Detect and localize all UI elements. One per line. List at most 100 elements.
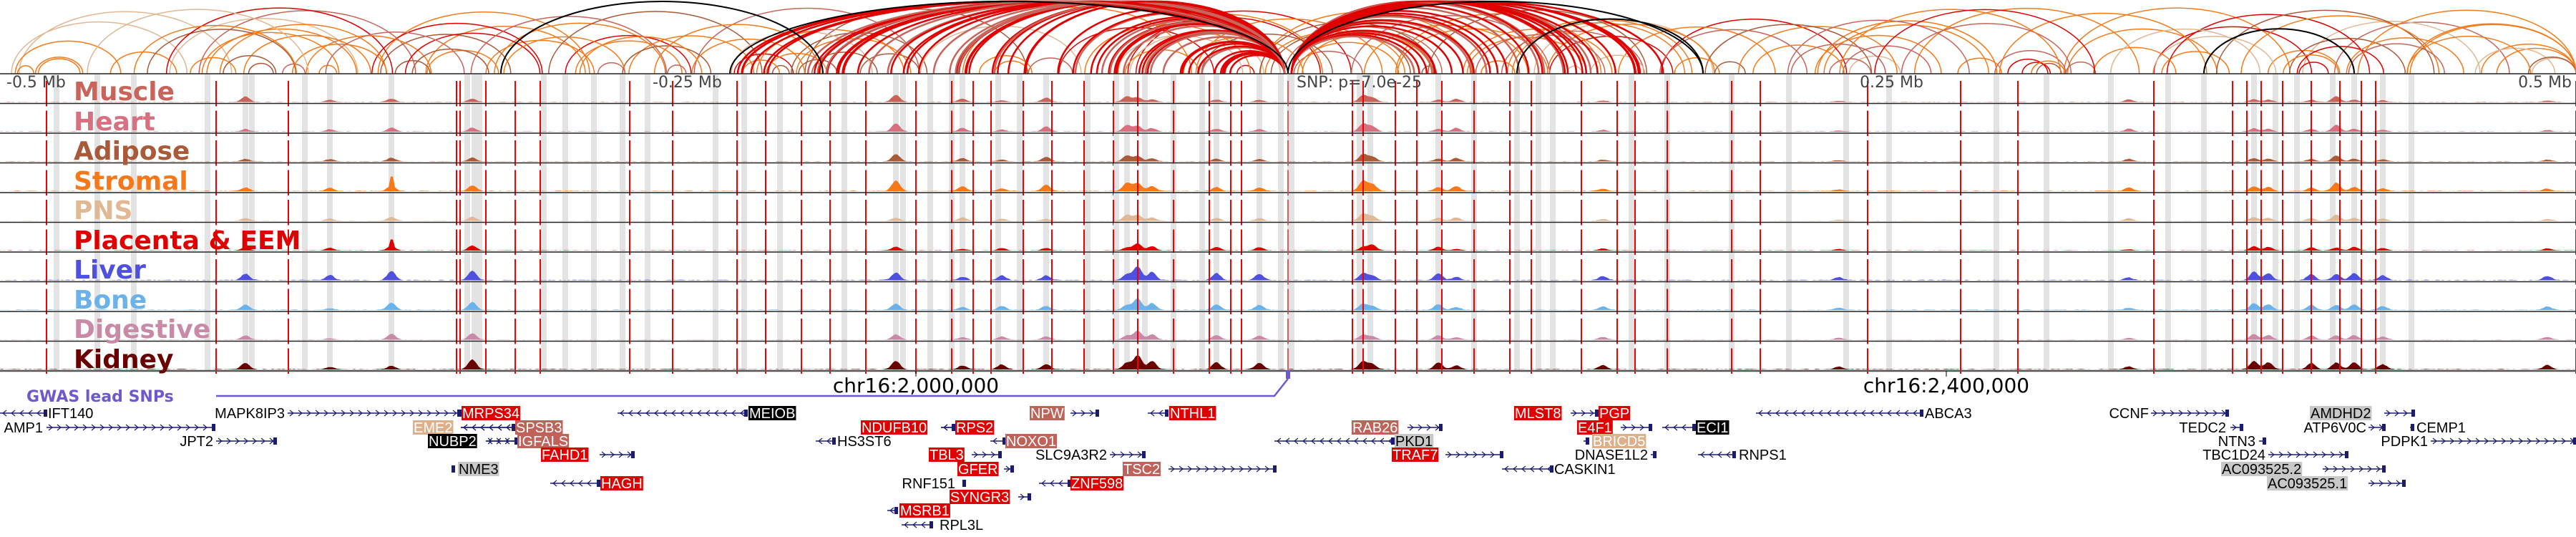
highlight-band [1278, 193, 1284, 222]
strand-arrow-right-icon [82, 424, 87, 431]
highlight-band [2108, 312, 2114, 341]
gene-ccnf[interactable]: CCNF [2109, 406, 2229, 422]
gene-rnps1[interactable]: RNPS1 [1698, 448, 1787, 463]
gene-mapk8ip3[interactable]: MAPK8IP3 [215, 406, 461, 422]
strand-arrow-right-icon [1221, 465, 1226, 473]
highlight-band [1257, 223, 1262, 251]
highlight-band [2380, 312, 2386, 341]
gene-meiob[interactable]: MEIOB [618, 406, 796, 422]
gene-amdhd2[interactable]: AMDHD2 [2310, 406, 2415, 422]
gene-tbl3[interactable]: TBL3 [929, 448, 1002, 463]
gene-abca3[interactable]: ABCA3 [1756, 406, 1972, 422]
highlight-band [1357, 282, 1362, 311]
gene-rpl3l[interactable]: RPL3L [902, 518, 983, 533]
gene-mrps34[interactable]: MRPS34 [458, 406, 521, 422]
strand-arrow-right-icon [1490, 451, 1495, 458]
gene-nme3[interactable]: NME3 [452, 462, 499, 478]
loop-arc [1297, 42, 1400, 74]
gene-hs3st6[interactable]: HS3ST6 [816, 434, 892, 450]
gene-atp6v0c[interactable]: ATP6V0C [2304, 420, 2386, 436]
highlight-band [249, 74, 255, 103]
highlight-band [1994, 163, 1999, 192]
gene-msrb1[interactable]: MSRB1 [887, 503, 950, 519]
gene-bricd5[interactable]: BRICD5 [1584, 434, 1646, 450]
strand-arrow-left-icon [1682, 424, 1687, 431]
highlight-band [893, 193, 899, 222]
strand-arrow-right-icon [2484, 437, 2489, 445]
gene-dnase1l2[interactable]: DNASE1L2 [1575, 448, 1657, 463]
gene-tedc2[interactable]: TEDC2 [2179, 420, 2243, 436]
gene-label: HAGH [601, 476, 643, 492]
highlight-band [2273, 342, 2278, 370]
gene-tbc1d24[interactable]: TBC1D24 [2202, 448, 2348, 463]
gwas-lead-snp-marker[interactable] [1286, 370, 1290, 379]
gene-hagh[interactable]: HAGH [550, 476, 643, 492]
gene-eci1[interactable]: ECI1 [1662, 420, 1729, 436]
highlight-band [2330, 282, 2336, 311]
gene-ntn3[interactable]: NTN3 [2218, 434, 2266, 450]
highlight-band [1124, 342, 1130, 370]
gene-igfals[interactable]: IGFALS [486, 434, 570, 450]
highlight-band [472, 74, 477, 103]
highlight-band [1435, 163, 1441, 192]
highlight-band [927, 312, 933, 341]
gene-rps2[interactable]: RPS2 [941, 420, 995, 436]
gene-noxo1[interactable]: NOXO1 [990, 434, 1058, 450]
gene-ac093525-2[interactable]: AC093525.2 [2221, 462, 2386, 478]
gene-ift140[interactable]: IFT140 [0, 406, 93, 422]
loop-arc [500, 1, 824, 74]
loop-arc [219, 24, 387, 74]
highlight-band [302, 163, 308, 192]
highlight-band [2409, 223, 2414, 251]
gene-mlst8[interactable]: MLST8 [1514, 406, 1599, 422]
gene-jpt2[interactable]: JPT2 [180, 434, 277, 450]
strand-arrow-right-icon [134, 424, 139, 431]
strand-arrow-left-icon [1150, 410, 1155, 417]
track-pns [0, 192, 2576, 226]
highlight-band [2165, 163, 2171, 192]
loop-arc [425, 25, 586, 74]
gene-tsc2[interactable]: TSC2 [1123, 462, 1277, 478]
loop-arc [2007, 59, 2049, 74]
highlight-band [1550, 163, 1556, 192]
highlight-band [541, 163, 547, 192]
highlight-band [620, 134, 625, 163]
gene-label-box [2310, 406, 2372, 420]
gene-eme2[interactable]: EME2 [413, 420, 515, 436]
gene-fahd1[interactable]: FAHD1 [541, 448, 635, 463]
highlight-band [205, 163, 210, 192]
strand-arrow-right-icon [1572, 410, 1577, 417]
highlight-band [464, 134, 470, 163]
highlight-band [2108, 342, 2114, 370]
highlight-band [1017, 193, 1023, 222]
gene-nthl1[interactable]: NTHL1 [1148, 406, 1216, 422]
gene-pdpk1[interactable]: PDPK1 [2381, 434, 2576, 450]
gene-rab26[interactable]: RAB26 [1352, 420, 1443, 436]
gene-slc9a3r2[interactable]: SLC9A3R2 [1035, 448, 1146, 463]
gene-spsb3[interactable]: SPSB3 [461, 420, 563, 436]
highlight-band [1514, 312, 1520, 341]
gene-pgp[interactable]: PGP [1596, 406, 1631, 422]
loop-arc [223, 55, 277, 74]
gene-rnf151[interactable]: RNF151 [902, 476, 966, 492]
strand-arrow-right-icon [2535, 437, 2540, 445]
gene-e4f1[interactable]: E4F1 [1577, 420, 1652, 436]
strand-arrow-left-icon [1050, 480, 1055, 487]
gene-pkd1[interactable]: PKD1 [1274, 434, 1434, 450]
highlight-band [1886, 253, 1892, 281]
gene-gfer[interactable]: GFER [957, 462, 1014, 478]
highlight-band [2201, 104, 2207, 132]
gene-npw[interactable]: NPW [1030, 406, 1099, 422]
gene-znf598[interactable]: ZNF598 [1039, 476, 1124, 492]
gene-nubp2[interactable]: NUBP2 [428, 434, 518, 450]
gene-amp1[interactable]: AMP1 [4, 420, 215, 436]
gene-caskin1[interactable]: CASKIN1 [1502, 462, 1616, 478]
gene-traf7[interactable]: TRAF7 [1392, 448, 1503, 463]
highlight-band [131, 104, 137, 132]
highlight-band [1367, 193, 1373, 222]
gene-label: RAB26 [1352, 420, 1397, 436]
gene-syngr3[interactable]: SYNGR3 [950, 490, 1031, 505]
gene-cemp1[interactable]: CEMP1 [2410, 420, 2466, 436]
exon-block [1586, 437, 1589, 445]
gene-ac093525-1[interactable]: AC093525.1 [2267, 476, 2406, 492]
